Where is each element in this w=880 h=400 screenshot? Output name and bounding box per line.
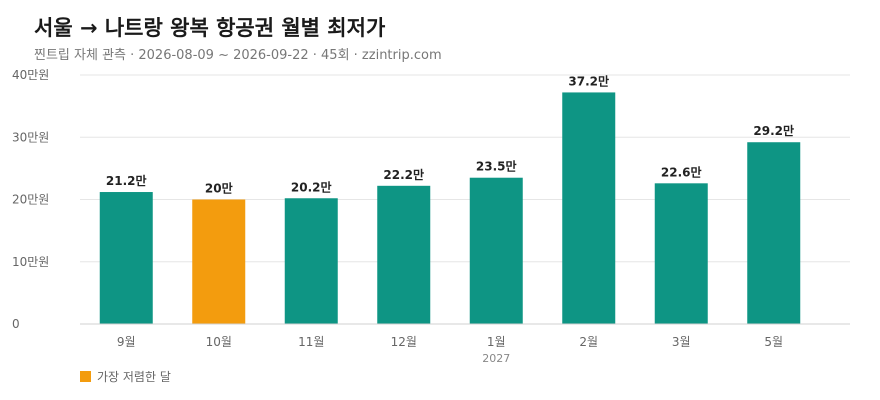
x-tick-label: 10월 [206,335,232,349]
bar [377,185,431,324]
bar [747,142,801,324]
x-tick-sublabel: 2027 [482,352,510,365]
x-tick-label: 2월 [579,335,598,349]
bar [99,192,153,324]
data-label: 20만 [205,181,233,196]
y-tick-label: 20만원 [12,193,49,207]
data-label: 37.2만 [568,73,609,88]
data-label: 29.2만 [753,123,794,138]
x-tick-label: 12월 [391,335,417,349]
legend: 가장 저렴한 달 [80,368,171,385]
x-tick-label: 3월 [672,335,691,349]
bar [469,177,523,324]
chart-subtitle: 찐트립 자체 관측 · 2026-08-09 ~ 2026-09-22 · 45… [34,48,442,63]
y-tick-label: 30만원 [12,130,49,144]
data-label: 22.6만 [661,164,702,179]
legend-label: 가장 저렴한 달 [97,370,171,384]
data-label: 20.2만 [291,179,332,194]
data-label: 22.2만 [383,167,424,182]
bar [284,198,338,324]
x-tick-label: 1월 [487,335,506,349]
bar [562,92,616,325]
y-tick-label: 10만원 [12,255,49,269]
x-tick-label: 11월 [298,335,324,349]
bar [192,199,246,324]
y-tick-label: 40만원 [12,68,49,82]
data-label: 23.5만 [476,159,517,174]
legend-swatch [80,371,91,382]
x-tick-label: 5월 [764,335,783,349]
bar [654,183,708,324]
x-tick-label: 9월 [117,335,136,349]
chart-title: 서울 → 나트랑 왕복 항공권 월별 최저가 [34,16,386,40]
data-label: 21.2만 [106,173,147,188]
y-tick-label: 0 [12,317,20,331]
